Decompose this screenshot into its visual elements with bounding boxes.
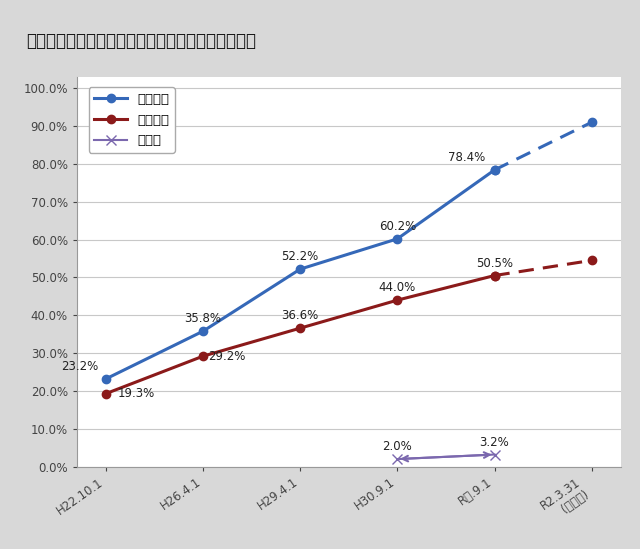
Text: 3.2%: 3.2% (479, 436, 509, 449)
Text: 50.5%: 50.5% (476, 257, 513, 270)
Text: 19.3%: 19.3% (118, 388, 155, 400)
Text: 35.8%: 35.8% (184, 312, 221, 326)
Text: 36.6%: 36.6% (282, 310, 319, 322)
Text: 2.0%: 2.0% (383, 440, 412, 453)
Text: 公立小中学校等の空調（冷房）設備設置状況の推移: 公立小中学校等の空調（冷房）設備設置状況の推移 (26, 32, 256, 50)
Text: 78.4%: 78.4% (447, 152, 485, 164)
Text: 23.2%: 23.2% (61, 360, 98, 373)
Text: 60.2%: 60.2% (379, 220, 416, 233)
Legend: 普通教室, 特別教室, 体育館: 普通教室, 特別教室, 体育館 (89, 87, 175, 153)
Text: 44.0%: 44.0% (379, 282, 416, 294)
Text: 29.2%: 29.2% (208, 350, 245, 363)
Text: 52.2%: 52.2% (282, 250, 319, 264)
